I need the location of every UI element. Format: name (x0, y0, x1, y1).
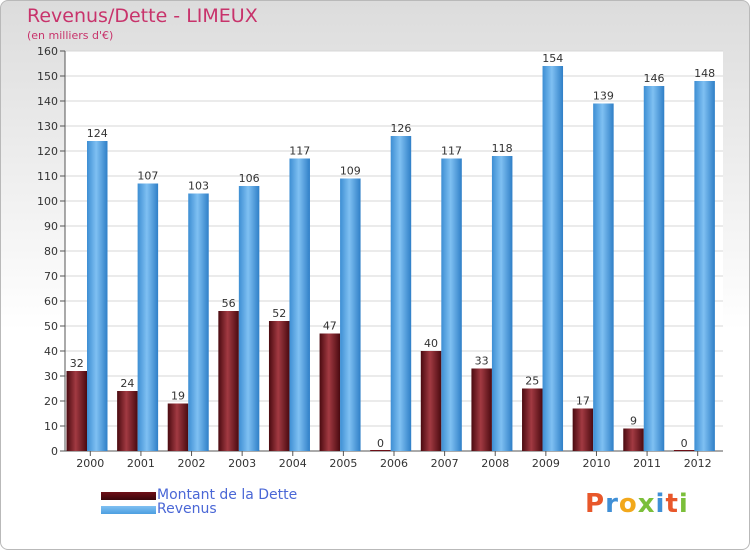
bar-dette-2008 (471, 368, 492, 451)
bar-revenus-2012 (694, 81, 715, 451)
data-label-revenus-2011: 146 (644, 72, 665, 85)
bar-revenus-2002 (188, 193, 209, 451)
chart-subtitle: (en milliers d'€) (27, 29, 114, 42)
data-label-revenus-2005: 109 (340, 165, 361, 178)
logo-letter: P (585, 489, 606, 519)
bar-revenus-2009 (542, 66, 564, 451)
data-label-revenus-2004: 117 (289, 145, 310, 158)
data-label-dette-2006: 0 (377, 437, 384, 450)
x-tick-label: 2012 (684, 457, 712, 470)
data-label-dette-2004: 52 (272, 307, 286, 320)
data-label-revenus-2010: 139 (593, 90, 614, 103)
y-tick-label: 30 (44, 370, 58, 383)
bar-dette-2012 (673, 450, 695, 451)
bar-dette-2000 (66, 371, 87, 451)
bar-dette-2006 (370, 450, 391, 451)
data-label-revenus-2002: 103 (188, 180, 209, 193)
data-label-revenus-2000: 124 (87, 127, 108, 140)
bar-dette-2009 (522, 388, 543, 451)
x-tick-label: 2008 (481, 457, 509, 470)
x-tick-label: 2005 (329, 457, 357, 470)
bar-revenus-2008 (491, 156, 513, 451)
x-tick-label: 2010 (582, 457, 610, 470)
chart-title: Revenus/Dette - LIMEUX (27, 5, 258, 27)
data-label-dette-2010: 17 (576, 395, 590, 408)
data-label-dette-2002: 19 (171, 390, 185, 403)
x-tick-label: 2007 (431, 457, 459, 470)
y-tick-label: 80 (44, 245, 58, 258)
bar-revenus-2004 (289, 158, 310, 451)
legend-label-revenus: Revenus (157, 501, 217, 517)
y-tick-label: 90 (44, 220, 58, 233)
bar-dette-2005 (319, 333, 341, 451)
bar-revenus-2001 (137, 183, 159, 451)
x-tick-label: 2003 (228, 457, 256, 470)
logo-letter: o (618, 489, 638, 519)
legend-swatch-revenus (101, 506, 156, 514)
bar-dette-2001 (117, 391, 138, 451)
data-label-dette-2011: 9 (630, 415, 637, 428)
bar-dette-2004 (268, 321, 290, 451)
x-tick-label: 2001 (127, 457, 155, 470)
data-label-dette-2007: 40 (424, 337, 438, 350)
data-label-dette-2000: 32 (70, 357, 84, 370)
y-tick-label: 130 (37, 120, 58, 133)
y-tick-label: 10 (44, 420, 58, 433)
bar-dette-2011 (623, 428, 644, 451)
bar-dette-2002 (167, 403, 189, 451)
logo-letter: t (665, 489, 679, 519)
y-tick-label: 110 (37, 170, 58, 183)
y-tick-label: 160 (37, 45, 58, 58)
logo-letter: x (637, 489, 656, 519)
bar-revenus-2007 (441, 158, 462, 451)
logo-letter: i (655, 489, 666, 519)
data-label-revenus-2009: 154 (542, 52, 563, 65)
y-tick-label: 50 (44, 320, 58, 333)
x-tick-label: 2009 (532, 457, 560, 470)
y-tick-label: 140 (37, 95, 58, 108)
logo-letter: i (678, 489, 689, 519)
data-label-dette-2005: 47 (323, 320, 337, 333)
x-tick-label: 2011 (633, 457, 661, 470)
data-label-dette-2001: 24 (120, 377, 134, 390)
proxiti-logo: Proxiti (585, 489, 689, 519)
y-tick-label: 70 (44, 270, 58, 283)
data-label-revenus-2006: 126 (390, 122, 411, 135)
bar-revenus-2011 (643, 86, 665, 451)
bar-revenus-2005 (340, 178, 361, 451)
y-tick-label: 100 (37, 195, 58, 208)
y-tick-label: 20 (44, 395, 58, 408)
bar-revenus-2010 (593, 103, 614, 451)
y-tick-label: 0 (51, 445, 58, 458)
data-label-dette-2008: 33 (475, 355, 489, 368)
x-tick-label: 2004 (279, 457, 307, 470)
logo-letter: r (605, 489, 619, 519)
y-tick-label: 60 (44, 295, 58, 308)
legend-label-dette: Montant de la Dette (157, 487, 298, 503)
y-tick-label: 40 (44, 345, 58, 358)
bar-dette-2007 (420, 351, 442, 451)
bar-revenus-2006 (390, 136, 412, 451)
data-label-revenus-2007: 117 (441, 145, 462, 158)
data-label-revenus-2001: 107 (137, 170, 158, 183)
data-label-revenus-2003: 106 (239, 172, 260, 185)
bar-dette-2003 (218, 311, 239, 451)
bar-revenus-2003 (238, 186, 260, 451)
x-tick-label: 2000 (76, 457, 104, 470)
x-tick-label: 2006 (380, 457, 408, 470)
bar-dette-2010 (572, 408, 594, 451)
legend-swatch-dette (101, 492, 156, 500)
data-label-revenus-2008: 118 (492, 142, 513, 155)
data-label-revenus-2012: 148 (694, 67, 715, 80)
x-tick-label: 2002 (178, 457, 206, 470)
bar-revenus-2000 (87, 141, 108, 451)
data-label-dette-2012: 0 (681, 437, 688, 450)
data-label-dette-2003: 56 (222, 297, 236, 310)
y-tick-label: 150 (37, 70, 58, 83)
y-tick-label: 120 (37, 145, 58, 158)
data-label-dette-2009: 25 (525, 375, 539, 388)
